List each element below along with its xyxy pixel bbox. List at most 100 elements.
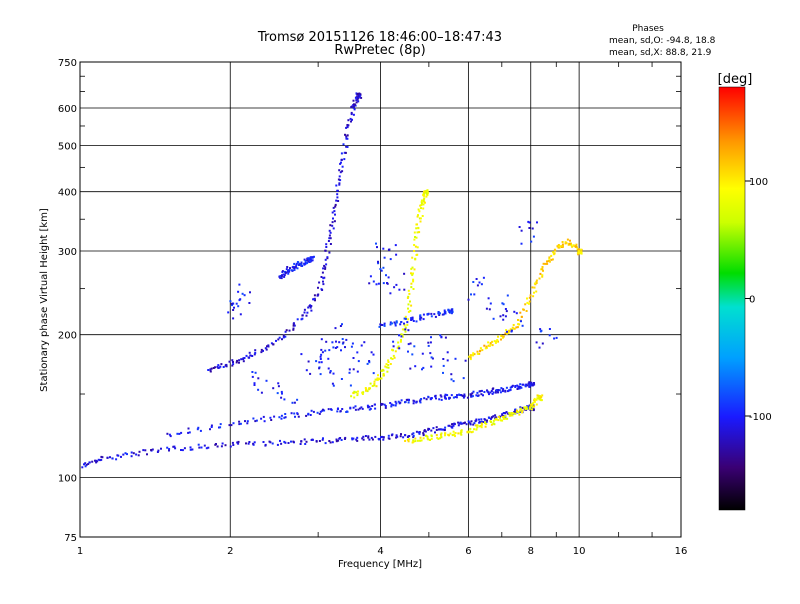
data-point <box>577 253 580 256</box>
data-point <box>388 437 391 440</box>
data-point <box>336 193 339 196</box>
data-point <box>406 321 409 324</box>
data-point <box>406 323 409 326</box>
data-point <box>421 368 423 371</box>
data-point <box>427 438 430 441</box>
data-point <box>329 243 332 245</box>
data-point <box>528 381 531 384</box>
data-point <box>529 409 532 411</box>
data-point <box>488 417 491 419</box>
data-point <box>525 407 528 410</box>
data-point <box>248 351 251 354</box>
data-point <box>390 357 393 360</box>
data-point <box>284 441 287 444</box>
data-point <box>385 274 387 277</box>
data-point <box>235 302 238 305</box>
data-point <box>435 429 438 431</box>
data-point <box>471 392 474 395</box>
data-point <box>231 364 234 367</box>
data-point <box>350 395 353 398</box>
y-tick-label: 300 <box>58 247 77 258</box>
data-point <box>480 420 483 423</box>
data-point <box>417 226 420 229</box>
data-point <box>232 302 234 305</box>
data-point <box>541 274 544 277</box>
data-point <box>412 436 415 439</box>
data-point <box>487 341 490 344</box>
data-point <box>425 398 428 401</box>
data-point <box>282 336 285 339</box>
data-point <box>493 340 496 343</box>
y-axis-label: Stationary phase Virtual Height [km] <box>39 208 50 392</box>
data-point <box>339 162 342 165</box>
data-point <box>450 378 453 381</box>
data-point <box>342 341 345 344</box>
data-point <box>368 387 371 390</box>
data-point <box>407 303 410 306</box>
data-point <box>419 217 422 220</box>
data-point <box>345 338 348 341</box>
data-point <box>512 412 515 415</box>
data-point <box>392 404 395 407</box>
data-point <box>241 292 244 295</box>
data-point <box>384 405 387 407</box>
data-point <box>486 389 488 392</box>
data-point <box>378 325 381 328</box>
data-point <box>556 245 559 248</box>
data-point <box>373 382 376 385</box>
data-point <box>210 424 213 427</box>
data-point <box>517 411 520 414</box>
data-point <box>369 382 372 385</box>
data-point <box>553 252 556 255</box>
data-point <box>239 298 242 301</box>
data-point <box>460 422 463 425</box>
data-point <box>209 370 212 373</box>
data-point <box>168 449 170 452</box>
data-point <box>521 406 524 409</box>
data-point <box>452 396 455 399</box>
data-point <box>535 290 538 293</box>
data-point <box>415 430 418 433</box>
data-point <box>322 280 324 283</box>
data-point <box>506 417 509 420</box>
data-point <box>333 210 336 213</box>
data-point <box>426 435 429 438</box>
data-point <box>446 394 449 397</box>
data-point <box>440 428 443 431</box>
data-point <box>189 448 192 451</box>
data-point <box>232 363 235 366</box>
data-point <box>309 414 312 416</box>
data-point <box>203 444 206 447</box>
data-point <box>532 401 535 404</box>
data-point <box>446 351 449 354</box>
data-point <box>254 349 257 352</box>
data-point <box>525 310 528 312</box>
data-point <box>541 275 544 278</box>
data-point <box>352 391 355 394</box>
data-point <box>373 403 376 406</box>
data-point <box>293 262 296 265</box>
data-point <box>420 439 423 442</box>
data-point <box>514 408 517 411</box>
data-point <box>414 365 417 368</box>
data-point <box>533 399 536 402</box>
data-point <box>361 407 364 410</box>
data-point <box>533 400 536 403</box>
data-point <box>301 317 304 320</box>
data-point <box>354 104 357 107</box>
data-point <box>285 329 288 332</box>
data-point <box>232 317 235 320</box>
data-point <box>248 356 251 359</box>
data-point <box>337 200 340 202</box>
data-point <box>420 316 423 319</box>
data-point <box>541 268 544 271</box>
data-point <box>569 239 571 242</box>
data-point <box>427 395 430 398</box>
data-point <box>444 336 447 339</box>
data-point <box>535 341 538 344</box>
data-point <box>542 262 545 265</box>
data-point <box>284 330 287 333</box>
stats-x-mode: mean, sd,X: 88.8, 21.9 <box>609 48 712 58</box>
data-point <box>309 306 312 309</box>
data-point <box>520 242 523 245</box>
